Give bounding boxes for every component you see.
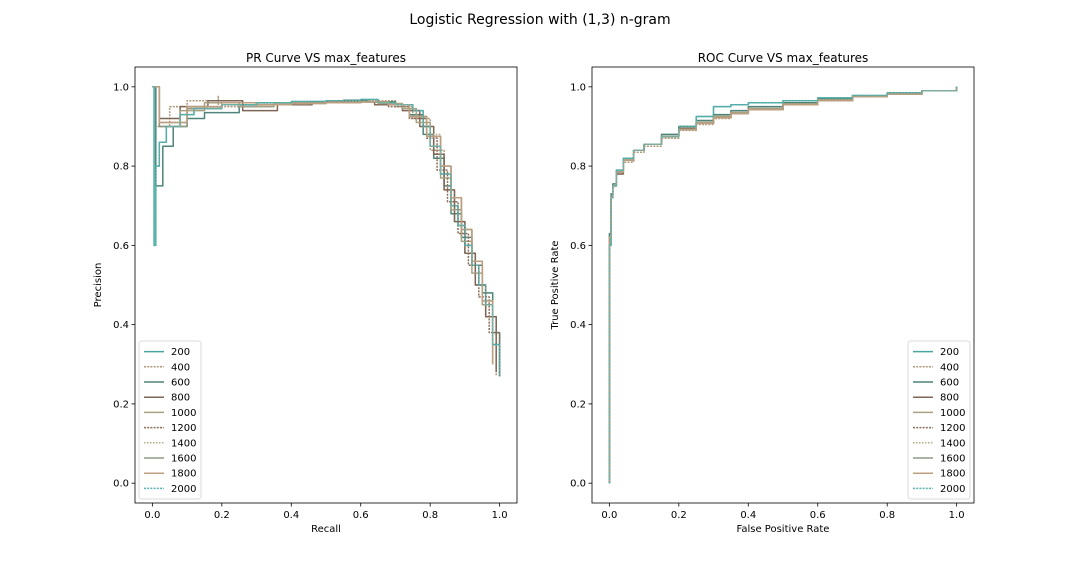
legend-label-600: 600 [171,378,190,389]
series-line-800 [152,86,497,373]
legend-box [138,340,202,500]
series-line-400 [152,86,497,377]
y-axis-label: Precision [93,263,104,308]
y-tick-label: 0.2 [113,399,129,410]
figure-suptitle: Logistic Regression with (1,3) n-gram [409,12,670,28]
x-tick-label: 0.0 [144,510,160,521]
y-tick-label: 0.6 [570,241,586,252]
y-tick-label: 0.2 [570,399,586,410]
y-tick-label: 1.0 [113,82,129,93]
y-tick-label: 0.0 [113,479,129,490]
x-tick-label: 0.2 [671,510,687,521]
y-tick-label: 0.4 [570,320,586,331]
x-tick-label: 1.0 [949,510,965,521]
axes-frame [134,66,518,504]
legend-label-1600: 1600 [171,454,196,465]
series-line-600 [152,86,501,377]
legend-label-400: 400 [940,362,959,373]
panel-title: PR Curve VS max_features [246,51,406,65]
x-tick-label: 0.8 [879,510,895,521]
x-tick-label: 0.0 [601,510,617,521]
legend-label-1400: 1400 [171,438,196,449]
x-tick-label: 0.6 [810,510,826,521]
y-tick-label: 0.4 [113,320,129,331]
pr-curve-panel: PR Curve VS max_features 0.0 0.2 0.4 0.6 0.8 1… [93,51,518,535]
legend-label-200: 200 [171,347,190,358]
roc-curve-panel: ROC Curve VS max_features 0.0 0.2 0.4 0.6 0.8… [550,51,975,535]
series-line-200 [152,86,501,377]
legend-label-1200: 1200 [940,423,965,434]
x-tick-label: 0.2 [214,510,230,521]
series-line-1400 [152,86,494,365]
legend-label-800: 800 [940,393,959,404]
series-line-1200 [152,86,501,377]
legend-label-1200: 1200 [171,423,196,434]
legend-label-2000: 2000 [171,484,196,495]
y-tick-label: 0.8 [570,162,586,173]
x-axis-label: False Positive Rate [737,524,830,535]
legend-label-2000: 2000 [940,484,965,495]
x-tick-label: 0.4 [740,510,756,521]
x-axis-label: Recall [311,524,341,535]
y-tick-label: 0.8 [113,162,129,173]
legend-label-600: 600 [940,378,959,389]
y-axis-label: True Positive Rate [550,240,561,330]
series-lines [608,86,958,484]
legend-box [907,340,971,500]
x-tick-label: 0.6 [353,510,369,521]
series-line-1600 [152,86,494,365]
series-line-1800 [152,86,494,365]
series-lines [152,86,501,377]
legend-label-400: 400 [171,362,190,373]
y-tick-label: 0.0 [570,479,586,490]
legend: 200 400 600 800 1000 1200 1400 1600 1800 2000 [907,340,971,500]
x-tick-label: 1.0 [492,510,508,521]
legend: 200 400 600 800 1000 1200 1400 1600 1800 2000 [138,340,202,500]
legend-label-800: 800 [171,393,190,404]
legend-label-1800: 1800 [171,469,196,480]
legend-label-1400: 1400 [940,438,965,449]
panel-title: ROC Curve VS max_features [698,51,869,65]
legend-label-1600: 1600 [940,454,965,465]
legend-label-200: 200 [940,347,959,358]
series-line-2000 [152,86,501,377]
y-tick-label: 1.0 [570,82,586,93]
axes-frame [591,66,975,504]
series-line-400 [608,86,958,484]
legend-label-1800: 1800 [940,469,965,480]
x-tick-label: 0.4 [283,510,299,521]
legend-label-1000: 1000 [171,408,196,419]
legend-label-1000: 1000 [940,408,965,419]
series-line-1000 [152,86,494,365]
series-line-2000 [608,86,958,484]
y-tick-label: 0.6 [113,241,129,252]
x-tick-label: 0.8 [422,510,438,521]
